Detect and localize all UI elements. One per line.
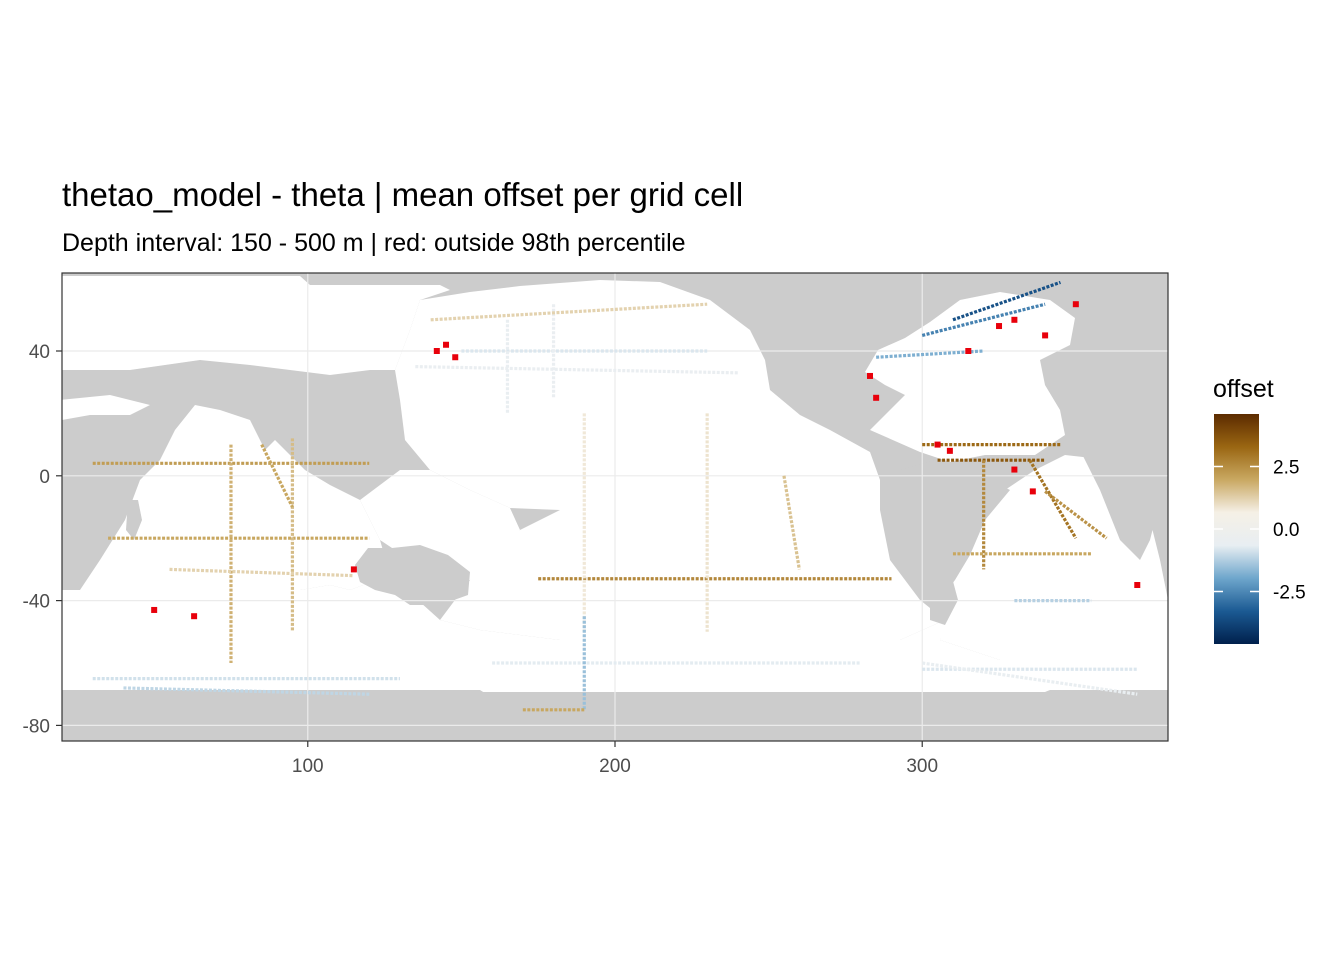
outlier-cell-15 [873,394,880,401]
outlier-cell-13 [1042,332,1049,339]
ocean-indian [80,405,390,590]
track-25 [123,686,370,696]
outlier-cell-4 [151,606,158,613]
track-4 [260,443,294,508]
ocean-arctic [62,276,450,375]
outlier-cell-6 [934,441,941,448]
outlier-cell-10 [965,348,972,354]
ocean-north-atlantic [865,292,1075,462]
track-9 [782,475,801,570]
x-tick-label-2: 300 [906,756,938,777]
track-5 [169,567,354,578]
x-tick-label-0: 100 [292,756,324,777]
y-tick-label-1: 0 [39,467,50,488]
outlier-cell-1 [452,354,459,361]
outlier-cell-9 [1029,488,1036,495]
track-21 [921,302,1046,337]
legend-label-1: 0.0 [1273,520,1299,541]
outlier-cell-0 [433,348,440,354]
x-axis: 100 200 300 [292,741,938,777]
track-19 [1044,490,1108,540]
outlier-cell-7 [946,447,953,454]
y-axis: 40 0 -40 -80 [23,342,62,737]
track-29 [921,661,1138,696]
outlier-cell-3 [350,566,357,573]
land-south-america [895,460,1010,600]
plot-title: thetao_model - theta | mean offset per g… [62,176,743,213]
outlier-cells [151,301,1141,620]
ocean-north-pacific [395,280,880,510]
offset-cells [92,280,1138,712]
ocean-south-pacific [440,510,945,640]
plot-subtitle: Depth interval: 150 - 500 m | red: outsi… [62,229,686,257]
legend-title: offset [1213,375,1274,403]
x-tick-label-1: 200 [599,756,631,777]
track-22 [952,280,1061,322]
legend-label-0: 2.5 [1273,458,1299,479]
outlier-cell-16 [866,372,873,379]
outlier-cell-2 [443,341,450,348]
outlier-cell-12 [1011,316,1018,323]
outlier-cell-17 [1134,582,1141,588]
land-australia [355,545,470,605]
outlier-cell-11 [996,323,1003,330]
y-tick-label-2: -40 [23,592,50,613]
land-madagascar [126,500,142,540]
legend: offset 2.5 0.0 -2.5 [1213,375,1306,644]
legend-label-2: -2.5 [1273,583,1306,604]
y-tick-label-0: 40 [29,342,50,363]
outlier-cell-14 [1072,301,1079,308]
map-panel [61,272,1169,742]
land-africa [1068,355,1168,560]
legend-ticks: 2.5 0.0 -2.5 [1214,458,1306,604]
track-14 [430,302,708,322]
y-tick-label-3: -80 [23,716,50,737]
outlier-cell-5 [191,613,198,620]
ocean-mediterranean [62,395,150,420]
outlier-cell-8 [1011,466,1018,473]
